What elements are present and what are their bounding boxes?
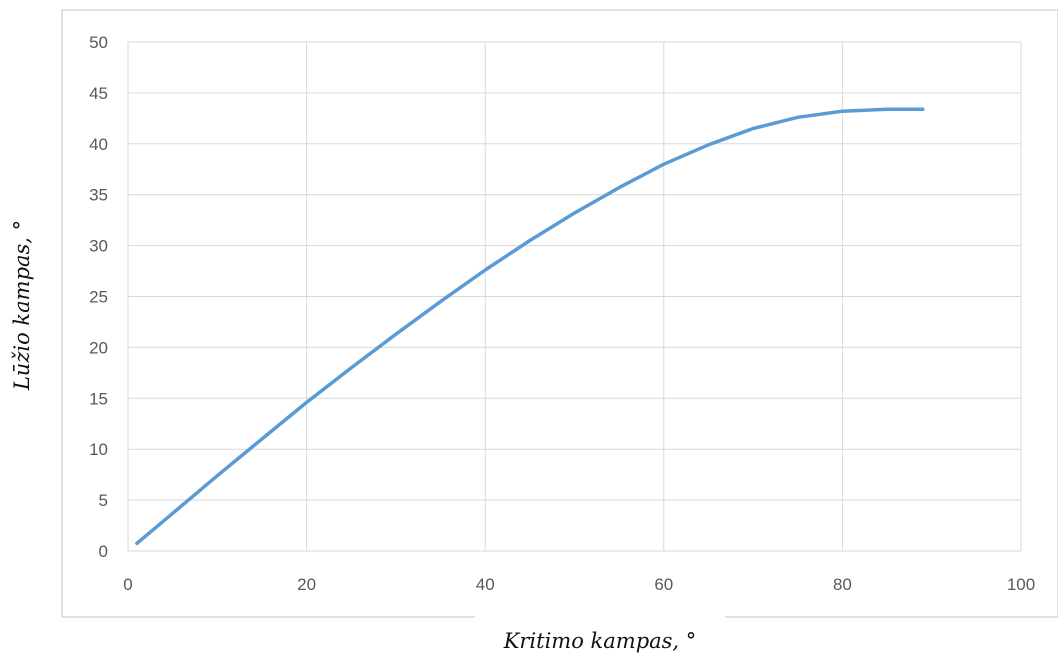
x-tick-label: 0 [123,575,132,594]
y-tick-label: 50 [89,33,108,52]
x-axis-title-backdrop [475,612,725,624]
y-tick-label: 45 [89,84,108,103]
y-tick-label: 0 [99,542,108,561]
y-tick-label: 10 [89,440,108,459]
y-tick-label: 35 [89,186,108,205]
y-tick-label: 30 [89,237,108,256]
x-axis-title: Kritimo kampas, ° [503,629,697,653]
series-line [135,107,925,546]
y-tick-label: 5 [99,491,108,510]
y-tick-label: 25 [89,288,108,307]
series-layer [135,107,925,546]
grid-lines [127,41,1022,552]
x-tick-label: 60 [654,575,673,594]
x-tick-label: 40 [476,575,495,594]
x-tick-label: 80 [833,575,852,594]
chart-frame [61,9,1058,618]
x-tick-label: 20 [297,575,316,594]
x-tick-label: 100 [1007,575,1035,594]
tick-labels: 0 5 10 15 20 25 30 35 40 45 50 0 20 40 60 80 100 [89,33,1035,594]
y-tick-label: 15 [89,389,108,408]
y-axis-title: Lūžio kampas, ° [10,220,34,391]
y-tick-label: 20 [89,338,108,357]
y-tick-label: 40 [89,135,108,154]
